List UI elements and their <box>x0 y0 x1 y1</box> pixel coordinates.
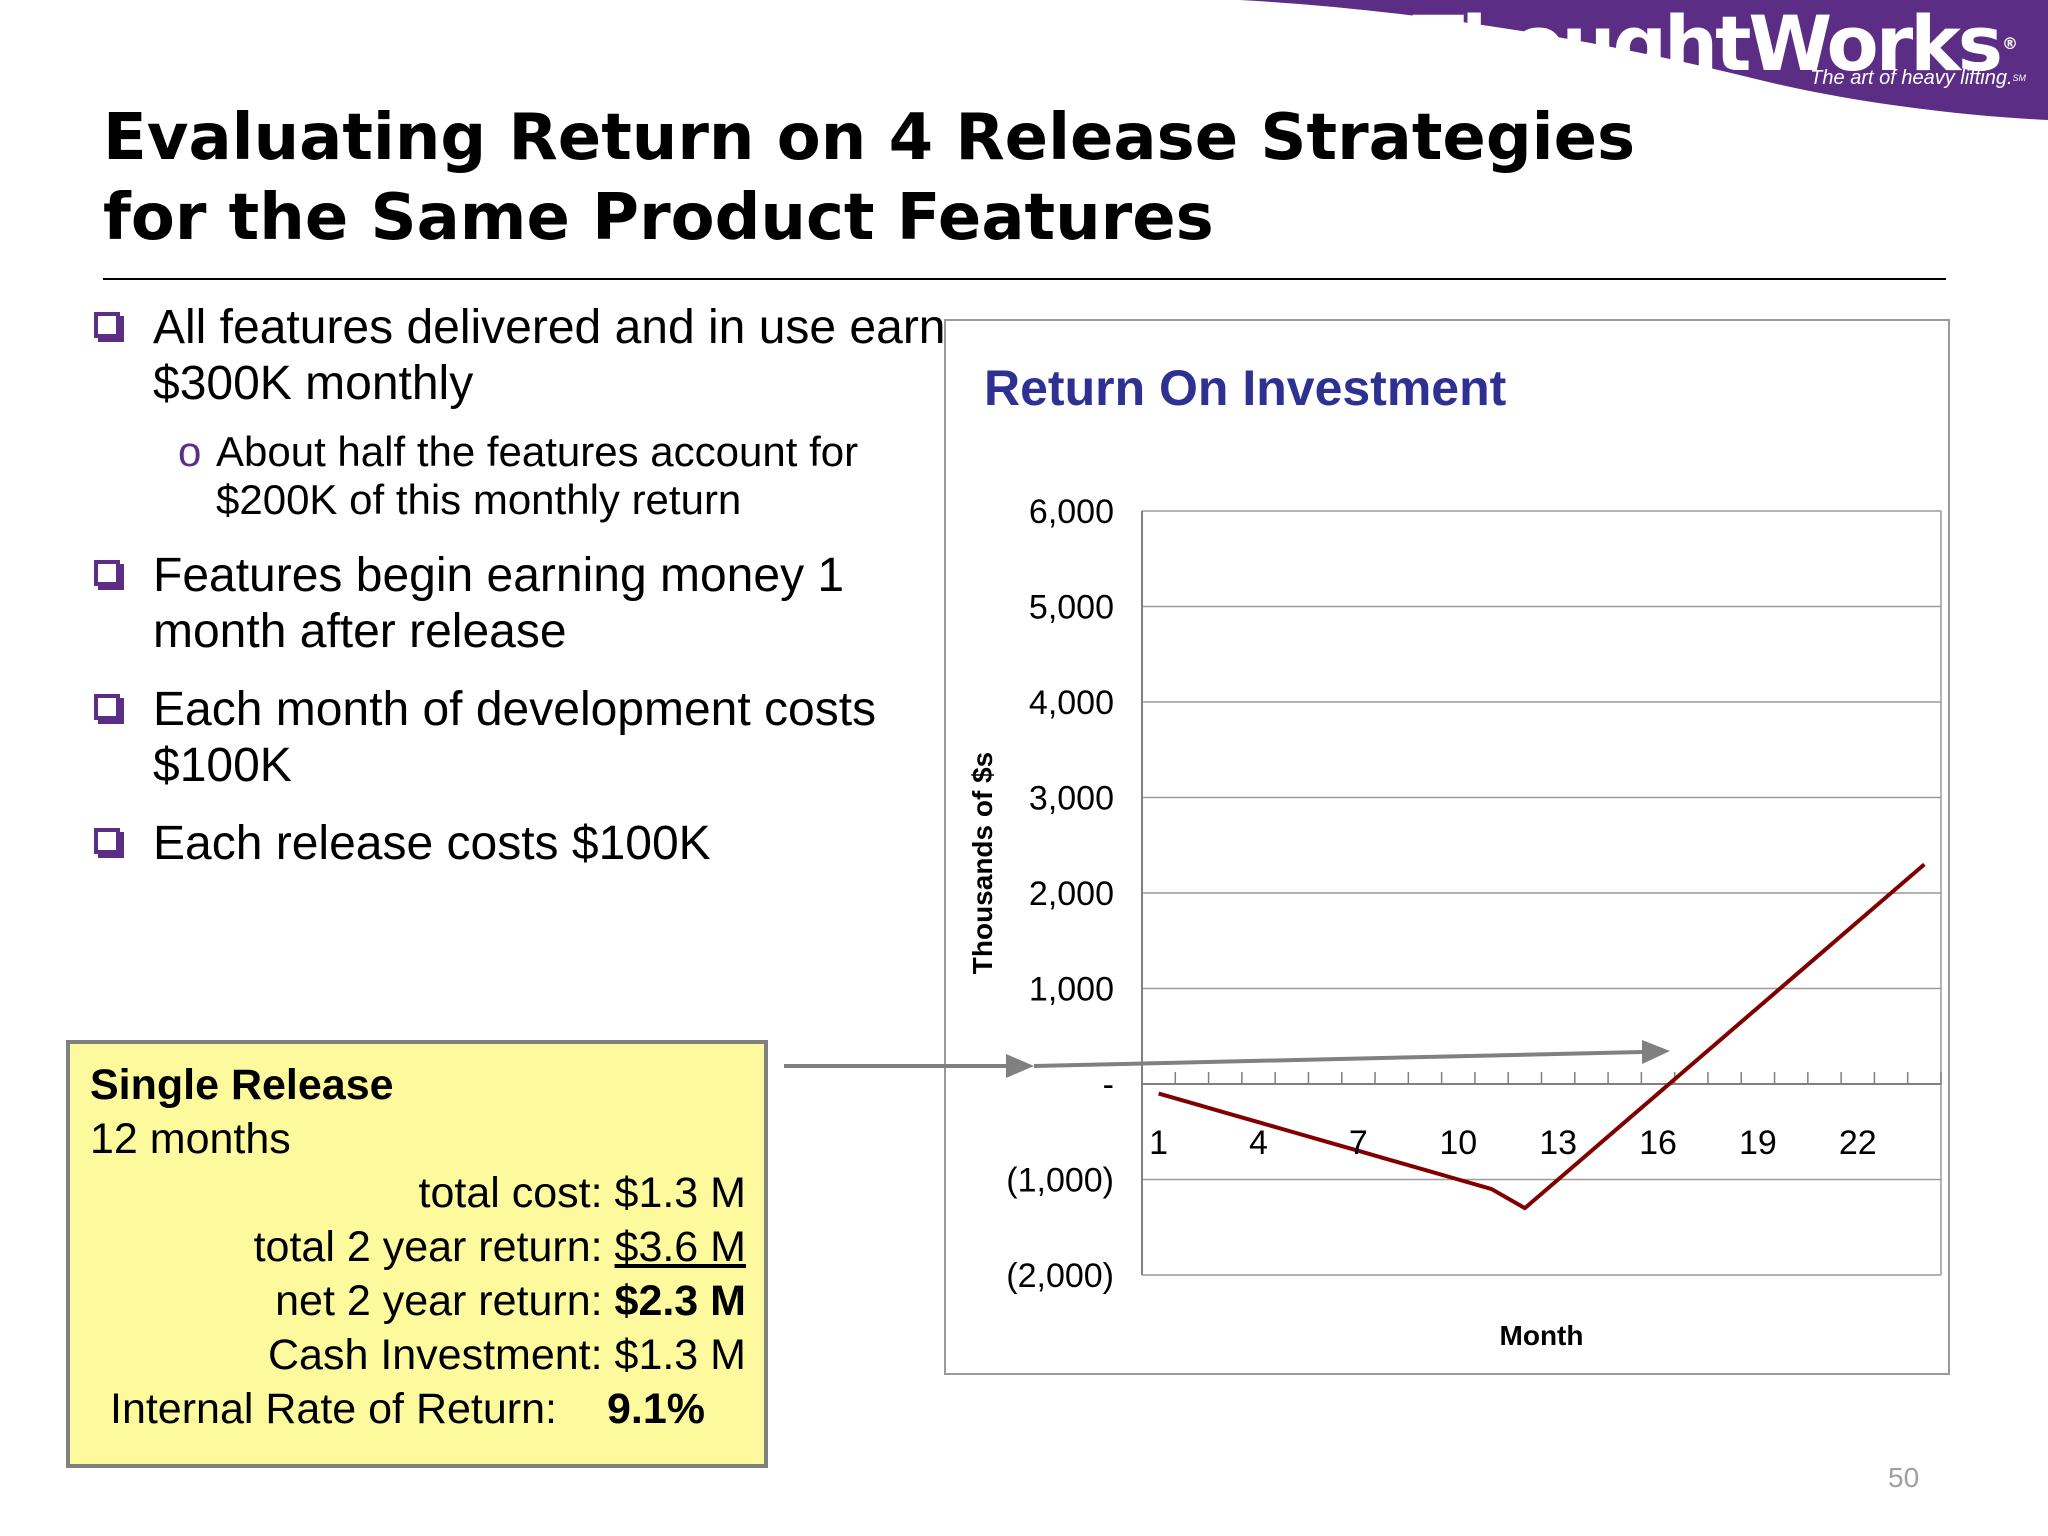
cash-investment-value: $1.3 M <box>614 1331 746 1379</box>
x-tick-label: 13 <box>1539 1124 1577 1162</box>
slide-title-line-1: Evaluating Return on 4 Release Strategie… <box>103 101 1636 175</box>
chart-frame: Return On Investment 6,000 5,000 4,000 3,000… <box>944 319 1950 1375</box>
single-release-summary: Single Release 12 months total cost: $1.… <box>66 1040 768 1468</box>
x-tick-label: 1 <box>1149 1124 1168 1162</box>
total-cost-value: $1.3 M <box>614 1169 746 1217</box>
logo-registered-mark: ® <box>2002 34 2018 53</box>
bullet-item: Each release costs $100K <box>90 816 950 872</box>
roi-line-chart: Return On Investment 6,000 5,000 4,000 3,000… <box>967 360 1942 1351</box>
x-tick-label: 4 <box>1249 1124 1268 1162</box>
y-axis-label: Thousands of $s <box>967 752 998 974</box>
slide-title: Evaluating Return on 4 Release Strategie… <box>103 98 1703 258</box>
checkbox-bullet-icon <box>94 828 124 858</box>
total-cost-label: total cost: <box>418 1169 603 1217</box>
summary-total-return: total 2 year return: $3.6 M <box>254 1220 746 1274</box>
title-divider <box>103 278 1946 280</box>
bullet-text: Features begin earning money 1 month aft… <box>153 549 845 658</box>
x-tick-label: 19 <box>1739 1124 1777 1162</box>
bullet-text: Each month of development costs $100K <box>153 683 877 792</box>
y-tick-label: 5,000 <box>1029 589 1114 627</box>
summary-cash-investment: Cash Investment: $1.3 M <box>268 1328 746 1382</box>
chart-gridlines <box>1142 510 1941 1276</box>
irr-label: Internal Rate of Return: <box>110 1385 557 1433</box>
summary-total-cost: total cost: $1.3 M <box>419 1166 746 1220</box>
summary-heading: Single Release <box>90 1061 394 1109</box>
logo-swoosh <box>1240 0 2048 120</box>
x-tick-label: 22 <box>1839 1124 1877 1162</box>
total-return-label: total 2 year return: <box>253 1223 603 1271</box>
x-tick-label: 10 <box>1439 1124 1477 1162</box>
logo-band <box>1240 0 2048 120</box>
net-return-label: net 2 year return: <box>275 1277 603 1325</box>
x-tick-label: 16 <box>1639 1124 1677 1162</box>
y-tick-label: 6,000 <box>1029 493 1114 531</box>
logo-service-mark: SM <box>2012 73 2027 83</box>
summary-duration: 12 months <box>90 1115 291 1163</box>
bullet-item: Each month of development costs $100K <box>90 682 950 794</box>
y-tick-label: (1,000) <box>1006 1162 1114 1200</box>
logo-tagline: The art of heavy lifting.SM <box>1810 66 2026 90</box>
summary-irr: Internal Rate of Return: 9.1% <box>110 1382 705 1436</box>
irr-value: 9.1% <box>606 1385 705 1433</box>
bullet-item: Features begin earning money 1 month aft… <box>90 548 950 660</box>
y-tick-label: 2,000 <box>1029 875 1114 913</box>
chart-title: Return On Investment <box>984 360 1507 416</box>
thoughtworks-logo[interactable]: ThoughtWorks ® <box>1412 2 2018 86</box>
chart-axes <box>1141 511 1942 1275</box>
total-return-value: $3.6 M <box>614 1223 746 1271</box>
summary-net-return: net 2 year return: $2.3 M <box>275 1274 746 1328</box>
logo-brand: ThoughtWorks <box>1412 0 2003 88</box>
x-tick-label: 7 <box>1349 1124 1368 1162</box>
chart-labels: Return On Investment 6,000 5,000 4,000 3,000… <box>967 360 1877 1351</box>
y-tick-label: 4,000 <box>1029 684 1114 722</box>
bullet-item: All features delivered and in use earn $… <box>90 300 950 412</box>
page-number: 50 <box>1888 1462 1920 1493</box>
y-tick-label: 3,000 <box>1029 780 1114 818</box>
y-tick-label: 1,000 <box>1029 971 1114 1009</box>
series-line <box>1158 862 1926 1211</box>
bullet-list: All features delivered and in use earn $… <box>90 300 950 894</box>
checkbox-bullet-icon <box>94 560 124 590</box>
slide-title-line-2: for the Same Product Features <box>103 181 1214 255</box>
sub-bullet-item: o About half the features account for $2… <box>90 428 950 524</box>
y-tick-label: - <box>1103 1066 1114 1104</box>
sub-bullet-marker: o <box>178 428 202 475</box>
cash-investment-label: Cash Investment: <box>267 1331 603 1379</box>
checkbox-bullet-icon <box>94 694 124 724</box>
chart-series-layer <box>1158 862 1926 1211</box>
sub-bullet-text: About half the features account for $200… <box>216 428 859 523</box>
x-axis-label: Month <box>1500 1320 1584 1351</box>
logo-tagline-text: The art of heavy lifting. <box>1810 67 2013 89</box>
net-return-value: $2.3 M <box>614 1277 746 1325</box>
checkbox-bullet-icon <box>94 312 124 342</box>
y-tick-label: (2,000) <box>1006 1257 1114 1295</box>
bullet-text: Each release costs $100K <box>153 817 711 870</box>
bullet-text: All features delivered and in use earn $… <box>153 301 946 410</box>
